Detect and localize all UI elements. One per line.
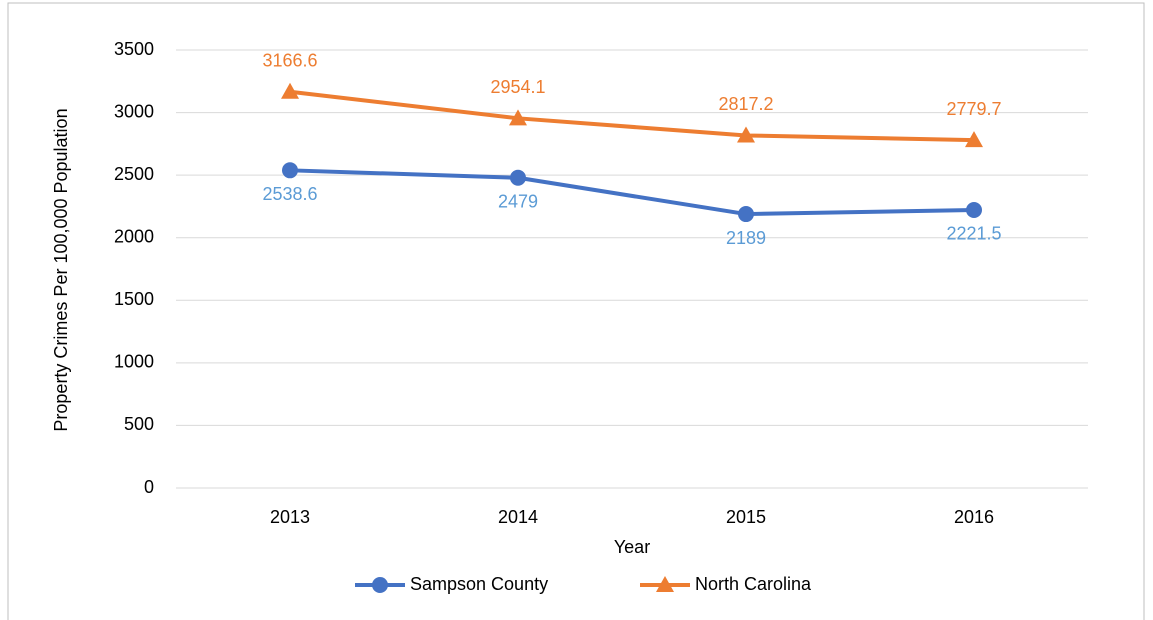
y-axis-label: Property Crimes Per 100,000 Population bbox=[51, 108, 71, 431]
data-label: 2954.1 bbox=[490, 77, 545, 97]
y-tick-label: 0 bbox=[144, 477, 154, 497]
data-label: 2189 bbox=[726, 228, 766, 248]
y-tick-label: 2500 bbox=[114, 164, 154, 184]
x-tick-label: 2015 bbox=[726, 507, 766, 527]
data-point bbox=[738, 206, 754, 223]
y-tick-label: 500 bbox=[124, 414, 154, 434]
legend-marker bbox=[656, 576, 674, 592]
data-label: 2817.2 bbox=[718, 94, 773, 114]
data-point bbox=[510, 169, 526, 186]
data-label: 2479 bbox=[498, 192, 538, 212]
series-line bbox=[289, 168, 975, 217]
legend-label: Sampson County bbox=[410, 574, 548, 594]
data-label: 2779.7 bbox=[946, 99, 1001, 119]
x-tick-label: 2014 bbox=[498, 507, 538, 527]
legend-label: North Carolina bbox=[695, 574, 812, 594]
y-tick-label: 1500 bbox=[114, 289, 154, 309]
data-label: 2538.6 bbox=[262, 184, 317, 204]
data-point bbox=[509, 109, 527, 126]
y-tick-label: 3500 bbox=[114, 39, 154, 59]
data-point bbox=[966, 201, 982, 218]
series-line bbox=[289, 89, 975, 143]
x-axis-label: Year bbox=[614, 537, 650, 557]
x-tick-label: 2016 bbox=[954, 507, 994, 527]
data-point bbox=[281, 82, 299, 99]
data-point bbox=[965, 131, 983, 148]
data-label: 2221.5 bbox=[946, 224, 1001, 244]
x-tick-label: 2013 bbox=[270, 507, 310, 527]
data-point bbox=[737, 126, 755, 143]
y-tick-label: 1000 bbox=[114, 352, 154, 372]
chart-border bbox=[7, 2, 1145, 620]
data-label: 3166.6 bbox=[262, 50, 317, 70]
data-point bbox=[282, 162, 298, 179]
legend-marker bbox=[372, 577, 388, 593]
y-tick-label: 2000 bbox=[114, 226, 154, 246]
y-tick-label: 3000 bbox=[114, 101, 154, 121]
